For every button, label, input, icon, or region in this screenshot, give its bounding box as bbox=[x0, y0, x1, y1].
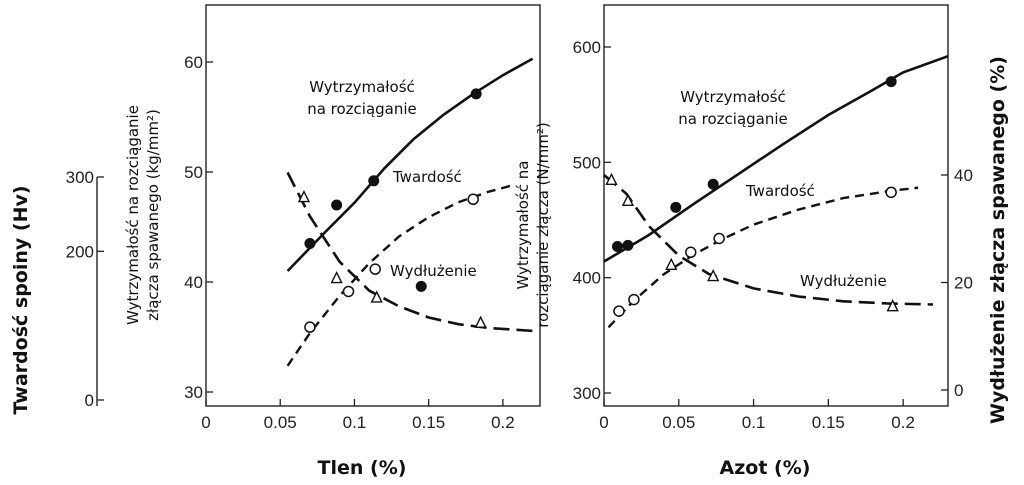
left-x-tick-label: 0.15 bbox=[412, 413, 445, 432]
elongation-tick-label: 20 bbox=[954, 274, 973, 293]
elongation-tick-label: 40 bbox=[954, 166, 973, 185]
right-strength-point bbox=[622, 239, 634, 251]
left-series-labels: Wytrzymałość na rozciąganie Twardość Wyd… bbox=[307, 78, 477, 280]
left-y-tick-label: 50 bbox=[184, 163, 203, 182]
hardness-axis-title: Twardość spoiny (Hv) bbox=[10, 185, 32, 414]
left-hardness-label: Twardość bbox=[392, 168, 462, 186]
right-elongation-point bbox=[621, 193, 635, 207]
left-hardness-point bbox=[369, 263, 381, 275]
right-y-tick-label: 600 bbox=[573, 38, 601, 57]
left-strength-point bbox=[331, 199, 343, 211]
left-elongation-point bbox=[297, 190, 311, 203]
left-hardness-point bbox=[342, 285, 355, 298]
left-elongation-curve bbox=[286, 171, 533, 333]
right-hardness-point bbox=[613, 305, 625, 317]
right-x-tick-label: 0.2 bbox=[891, 413, 915, 432]
right-x-axis-title: Azot (%) bbox=[720, 457, 811, 479]
right-x-tick-label: 0 bbox=[599, 413, 608, 432]
right-strength-point bbox=[707, 178, 719, 190]
hardness-tick-label: 300 bbox=[66, 168, 94, 187]
right-elongation-point bbox=[886, 299, 899, 312]
left-y-axis-title: Wytrzymałość na rozciąganie złącza spawa… bbox=[124, 105, 162, 325]
left-plot-frame bbox=[205, 4, 541, 407]
left-hardness-point bbox=[467, 193, 479, 206]
left-elongation-label: Wydłużenie bbox=[390, 262, 477, 280]
left-x-tick-label: 0.2 bbox=[491, 413, 515, 432]
left-strength-point bbox=[304, 238, 316, 249]
left-x-axis-title: Tlen (%) bbox=[318, 457, 407, 479]
right-hardness-curve bbox=[607, 186, 919, 329]
left-y-axis-title-line2: złącza spawanego (kg/mm²) bbox=[144, 109, 162, 321]
left-strength-label-line2: na rozciąganie bbox=[307, 100, 417, 118]
left-strength-point bbox=[470, 88, 482, 100]
left-elongation-point bbox=[330, 271, 343, 284]
left-elongation-point bbox=[370, 290, 383, 303]
right-strength-label-line2: na rozciąganie bbox=[678, 110, 788, 128]
right-strength-label-line1: Wytrzymałość bbox=[680, 88, 786, 106]
right-series-labels: Wytrzymałość na rozciąganie Twardość Wyd… bbox=[678, 88, 887, 290]
right-hardness-label: Twardość bbox=[745, 182, 815, 200]
left-hardness-point bbox=[304, 321, 316, 333]
right-strength-point bbox=[670, 201, 682, 213]
right-x-tick-label: 0.05 bbox=[662, 413, 695, 432]
right-y-tick-label: 500 bbox=[573, 153, 601, 172]
right-hardness-point bbox=[628, 293, 640, 306]
right-strength-point bbox=[885, 76, 897, 88]
elongation-tick-label: 0 bbox=[954, 381, 963, 400]
right-x-tick-label: 0.1 bbox=[742, 413, 766, 432]
left-strength-point bbox=[415, 280, 427, 292]
left-x-tick-label: 0.05 bbox=[264, 413, 297, 432]
left-y-tick-label: 30 bbox=[184, 383, 203, 402]
right-plot-frame bbox=[603, 4, 949, 407]
hardness-tick-label: 200 bbox=[66, 242, 94, 261]
left-hardness-curve bbox=[286, 184, 511, 367]
right-strength-curve bbox=[603, 54, 949, 263]
right-y-axis-title-line1: Wytrzymałość na bbox=[514, 160, 532, 289]
right-y-tick-label: 300 bbox=[573, 384, 601, 403]
left-elongation-point bbox=[474, 315, 487, 328]
right-hardness-point bbox=[885, 186, 897, 199]
hardness-tick-label: 0 bbox=[85, 391, 94, 410]
left-strength-point bbox=[368, 175, 380, 187]
left-strength-label-line1: Wytrzymałość bbox=[309, 78, 415, 96]
right-strength-point bbox=[611, 241, 623, 253]
elongation-axis-title: Wydłużenie złącza spawanego (%) bbox=[987, 56, 1009, 424]
right-hardness-point bbox=[713, 232, 725, 245]
right-elongation-point bbox=[605, 172, 618, 186]
left-x-tick-label: 0 bbox=[201, 413, 210, 432]
left-y-tick-label: 40 bbox=[184, 273, 203, 292]
right-y-axis-title: Wytrzymałość na rozciąganie złącza (N/mm… bbox=[514, 122, 552, 328]
right-y-axis-title-line2: rozciąganie złącza (N/mm²) bbox=[534, 122, 552, 328]
right-elongation-point bbox=[665, 257, 678, 270]
left-x-tick-label: 0.1 bbox=[343, 413, 367, 432]
right-elongation-label: Wydłużenie bbox=[800, 272, 887, 290]
right-elongation-curve bbox=[603, 174, 934, 306]
static-layer: Twardość spoiny (Hv) Wydłużenie złącza s… bbox=[10, 4, 1009, 479]
right-x-tick-label: 0.15 bbox=[812, 413, 845, 432]
right-hardness-point bbox=[684, 246, 697, 259]
right-elongation-point bbox=[707, 268, 720, 282]
left-y-axis-title-line1: Wytrzymałość na rozciąganie bbox=[124, 105, 142, 325]
left-y-tick-label: 60 bbox=[184, 53, 203, 72]
left-strength-curve bbox=[286, 57, 534, 272]
right-y-tick-label: 400 bbox=[573, 269, 601, 288]
